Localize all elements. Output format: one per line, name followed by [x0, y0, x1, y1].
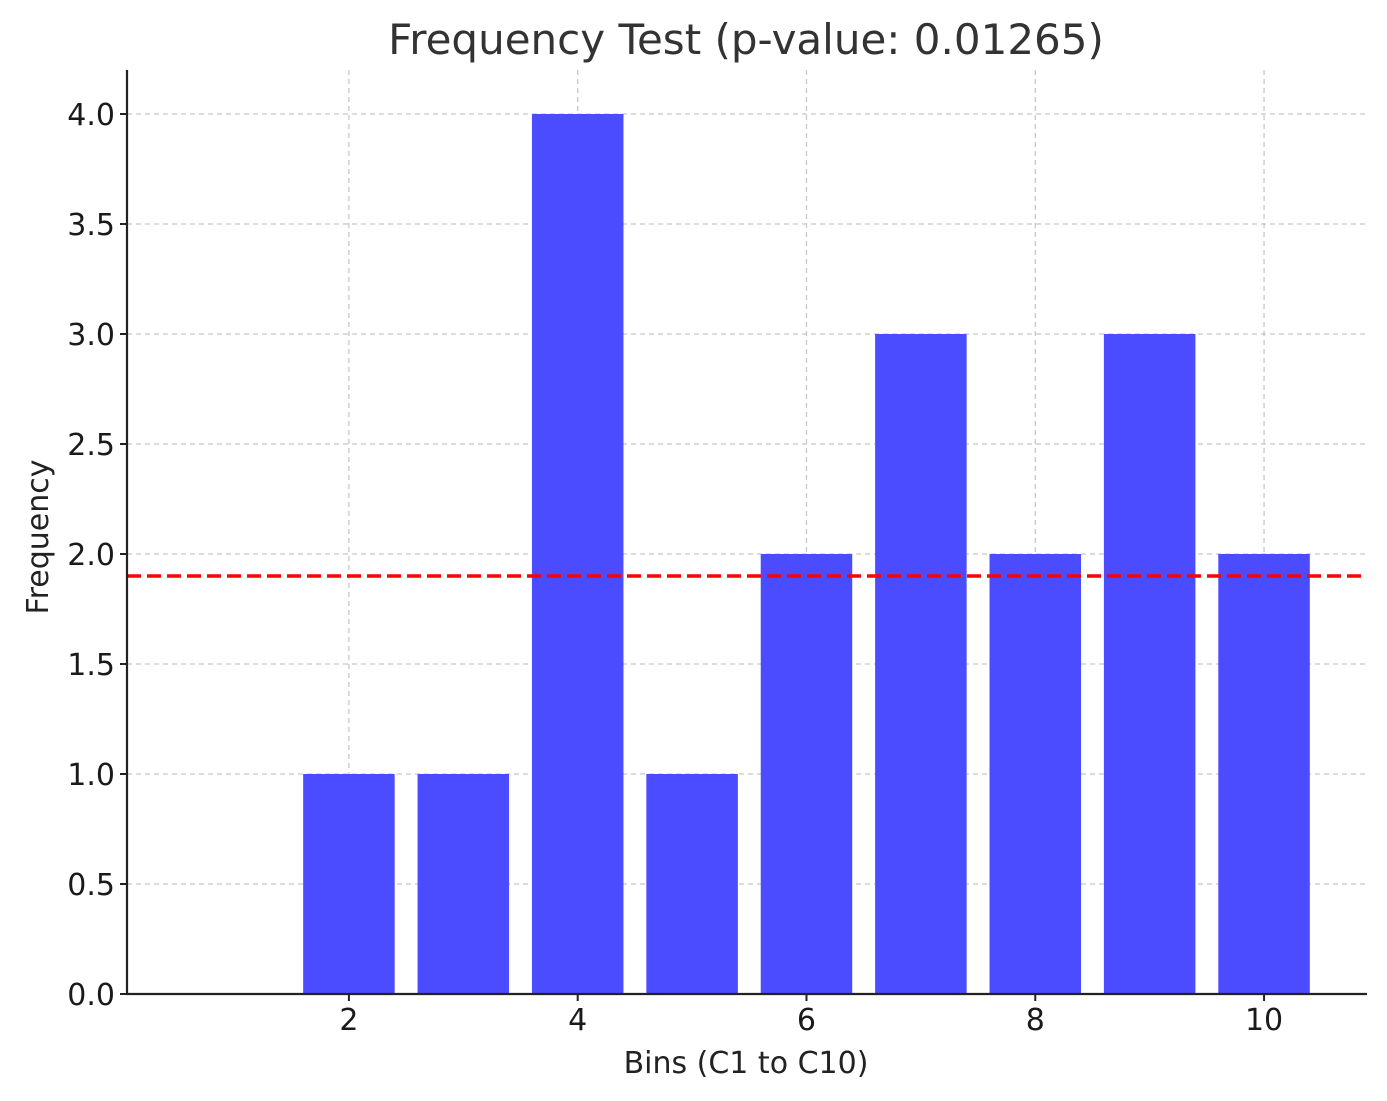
x-tick-label: 10 — [1245, 1003, 1283, 1038]
x-tick-label: 4 — [568, 1003, 587, 1038]
y-tick-label: 4.0 — [67, 98, 115, 133]
y-axis-label: Frequency — [21, 460, 56, 615]
x-tick-label: 6 — [797, 1003, 816, 1038]
y-tick-label: 2.5 — [67, 428, 115, 463]
x-tick-label: 8 — [1026, 1003, 1045, 1038]
bar-bin-7 — [875, 334, 967, 994]
ticks-layer: 0.0 0.5 1.0 1.5 2.0 2.5 3.0 3.5 4.0 2 4 6 8 10 — [67, 98, 1283, 1038]
x-axis-label: Bins (C1 to C10) — [624, 1046, 869, 1081]
y-tick-label: 2.0 — [67, 538, 115, 573]
x-tick-label: 2 — [339, 1003, 358, 1038]
bar-bin-2 — [303, 774, 395, 994]
bar-bin-5 — [646, 774, 738, 994]
bar-bin-10 — [1218, 554, 1310, 994]
y-tick-label: 3.0 — [67, 318, 115, 353]
y-tick-label: 1.5 — [67, 648, 115, 683]
bar-bin-6 — [760, 554, 853, 994]
y-tick-label: 3.5 — [67, 208, 115, 243]
chart-title: Frequency Test (p-value: 0.01265) — [388, 15, 1104, 64]
y-tick-label: 0.0 — [67, 978, 115, 1013]
bar-bin-8 — [989, 554, 1082, 994]
bars-layer — [303, 114, 1310, 994]
bar-bin-4 — [531, 114, 624, 994]
y-tick-label: 1.0 — [67, 758, 115, 793]
y-tick-label: 0.5 — [67, 868, 115, 903]
bar-bin-9 — [1103, 334, 1196, 994]
bar-bin-3 — [417, 774, 510, 994]
